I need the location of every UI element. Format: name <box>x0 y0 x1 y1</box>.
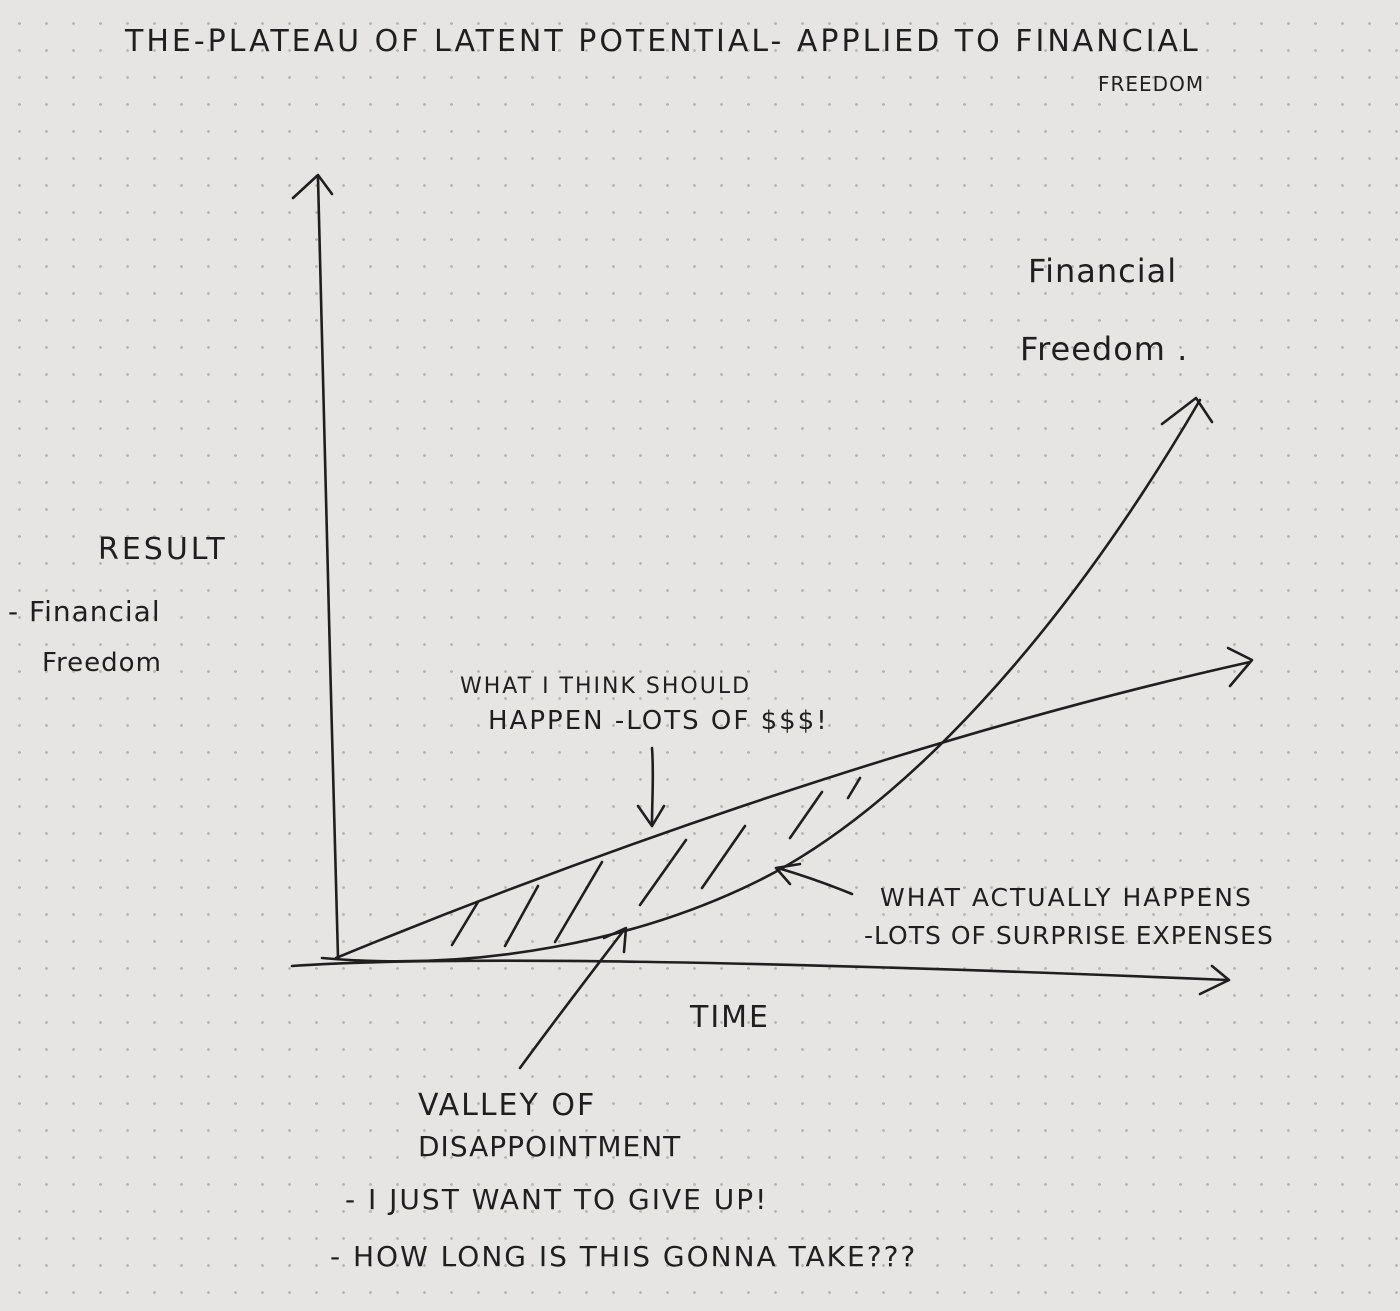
x-axis-label: TIME <box>690 1000 771 1035</box>
hatch-line <box>788 790 824 840</box>
actual-pointer-arrowhead <box>774 862 802 886</box>
hatch-line <box>700 824 747 890</box>
expected-pointer-arrowhead <box>636 804 666 828</box>
expected-growth-label: WHAT I THINK SHOULD <box>460 674 752 699</box>
valley-label-continued: DISAPPOINTMENT <box>418 1130 682 1163</box>
x-axis <box>290 959 1230 982</box>
hatch-line <box>553 860 604 944</box>
hatch-line <box>503 884 540 948</box>
hatch-line <box>450 900 480 947</box>
actual-pointer-arrow <box>776 866 854 896</box>
actual-growth-label-continued: -LOTS OF SURPRISE EXPENSES <box>864 921 1274 950</box>
expected-growth-arrowhead <box>1226 646 1254 688</box>
valley-pointer-arrow <box>518 928 626 1070</box>
hatch-line <box>638 838 688 907</box>
valley-label: VALLEY OF <box>418 1088 597 1123</box>
y-axis-label-detail: - Financial <box>8 595 161 628</box>
diagram-title: THE-PLATEAU OF LATENT POTENTIAL- APPLIED… <box>125 24 1201 59</box>
expected-pointer-arrow <box>650 746 655 826</box>
expected-growth-line <box>334 660 1252 960</box>
actual-growth-label: WHAT ACTUALLY HAPPENS <box>880 883 1253 912</box>
curve-endpoint-label: Financial <box>1028 252 1178 290</box>
actual-growth-curve <box>320 398 1202 963</box>
hatch-line <box>846 776 862 800</box>
diagram-title-continued: FREEDOM <box>1098 72 1205 96</box>
valley-hatching <box>450 776 862 948</box>
valley-pointer-arrowhead <box>602 926 628 954</box>
y-axis-arrowhead <box>291 173 334 200</box>
y-axis-label: RESULT <box>98 532 228 567</box>
expected-growth-label-continued: HAPPEN -LOTS OF $$$! <box>488 706 829 736</box>
curve-endpoint-label-continued: Freedom . <box>1020 330 1189 368</box>
note-how-long: - HOW LONG IS THIS GONNA TAKE??? <box>330 1240 918 1273</box>
actual-growth-arrowhead <box>1160 396 1214 426</box>
note-give-up: - I JUST WANT TO GIVE UP! <box>345 1183 769 1216</box>
y-axis-label-detail-continued: Freedom <box>42 648 162 678</box>
x-axis-arrowhead <box>1198 964 1231 996</box>
y-axis <box>316 176 340 960</box>
